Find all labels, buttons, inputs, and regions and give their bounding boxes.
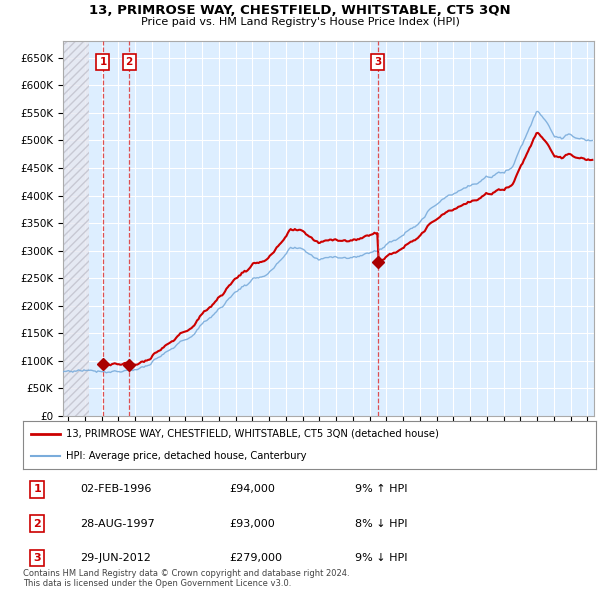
Text: 13, PRIMROSE WAY, CHESTFIELD, WHITSTABLE, CT5 3QN: 13, PRIMROSE WAY, CHESTFIELD, WHITSTABLE… [89, 4, 511, 17]
Text: 3: 3 [34, 553, 41, 563]
Text: Contains HM Land Registry data © Crown copyright and database right 2024.
This d: Contains HM Land Registry data © Crown c… [23, 569, 349, 588]
Text: 28-AUG-1997: 28-AUG-1997 [80, 519, 155, 529]
Text: 1: 1 [33, 484, 41, 494]
Text: 02-FEB-1996: 02-FEB-1996 [80, 484, 151, 494]
Text: £94,000: £94,000 [229, 484, 275, 494]
Text: £279,000: £279,000 [229, 553, 282, 563]
Text: 2: 2 [33, 519, 41, 529]
Text: 3: 3 [374, 57, 382, 67]
Text: HPI: Average price, detached house, Canterbury: HPI: Average price, detached house, Cant… [66, 451, 306, 461]
Text: £93,000: £93,000 [229, 519, 275, 529]
Text: 2: 2 [125, 57, 133, 67]
Text: 8% ↓ HPI: 8% ↓ HPI [355, 519, 407, 529]
Text: 29-JUN-2012: 29-JUN-2012 [80, 553, 151, 563]
Text: Price paid vs. HM Land Registry's House Price Index (HPI): Price paid vs. HM Land Registry's House … [140, 17, 460, 27]
Text: 9% ↓ HPI: 9% ↓ HPI [355, 553, 407, 563]
Text: 13, PRIMROSE WAY, CHESTFIELD, WHITSTABLE, CT5 3QN (detached house): 13, PRIMROSE WAY, CHESTFIELD, WHITSTABLE… [66, 429, 439, 439]
Text: 1: 1 [100, 57, 107, 67]
Text: 9% ↑ HPI: 9% ↑ HPI [355, 484, 407, 494]
